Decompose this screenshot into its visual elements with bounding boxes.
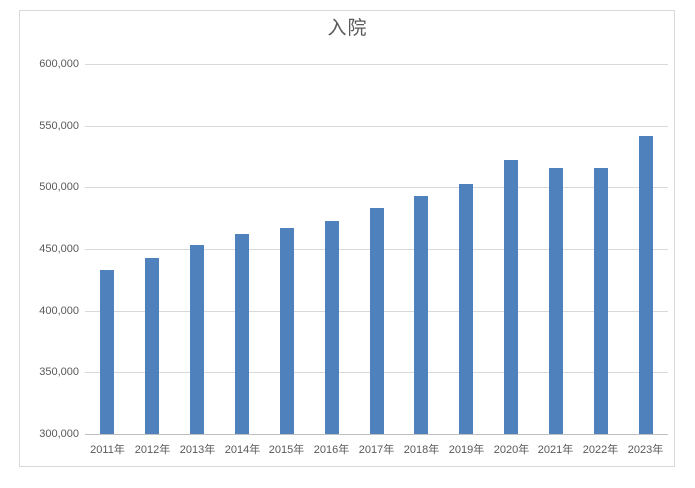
x-axis-label: 2015年 <box>268 444 305 456</box>
chart-title: 入院 <box>327 18 368 39</box>
y-axis-tick-label: 350,000 <box>39 366 79 378</box>
y-axis-tick-label: 550,000 <box>39 120 79 132</box>
bar-2020 <box>504 160 518 434</box>
y-axis-tick-label: 450,000 <box>39 243 79 255</box>
bar-2021 <box>549 168 563 434</box>
x-axis-label: 2019年 <box>448 444 485 456</box>
y-axis-tick-label: 400,000 <box>39 305 79 317</box>
x-axis-label: 2023年 <box>627 444 664 456</box>
gridline <box>85 126 668 127</box>
bar-2013 <box>190 245 204 434</box>
x-axis-label: 2013年 <box>179 444 216 456</box>
gridline <box>85 64 668 65</box>
y-axis-tick-label: 500,000 <box>39 181 79 193</box>
bar-2012 <box>145 258 159 434</box>
bar-2014 <box>235 234 249 434</box>
y-axis-tick-label: 300,000 <box>39 428 79 440</box>
bar-2015 <box>280 228 294 434</box>
x-axis-label: 2016年 <box>313 444 350 456</box>
x-axis-label: 2022年 <box>582 444 619 456</box>
bar-2019 <box>459 184 473 434</box>
gridline <box>85 187 668 188</box>
x-axis-label: 2017年 <box>358 444 395 456</box>
x-axis-label: 2011年 <box>90 444 125 456</box>
bar-2011 <box>100 270 114 434</box>
x-axis-label: 2021年 <box>537 444 574 456</box>
x-axis-label: 2014年 <box>224 444 261 456</box>
bar-2018 <box>414 196 428 434</box>
x-axis-label: 2018年 <box>403 444 440 456</box>
y-axis-tick-label: 600,000 <box>39 58 79 70</box>
x-axis-label: 2012年 <box>134 444 171 456</box>
chart-frame <box>19 10 675 467</box>
x-axis-line <box>85 434 668 435</box>
bar-2016 <box>325 221 339 434</box>
bar-2017 <box>370 208 384 434</box>
x-axis-label: 2020年 <box>493 444 530 456</box>
bar-2023 <box>639 136 653 434</box>
bar-2022 <box>594 168 608 434</box>
